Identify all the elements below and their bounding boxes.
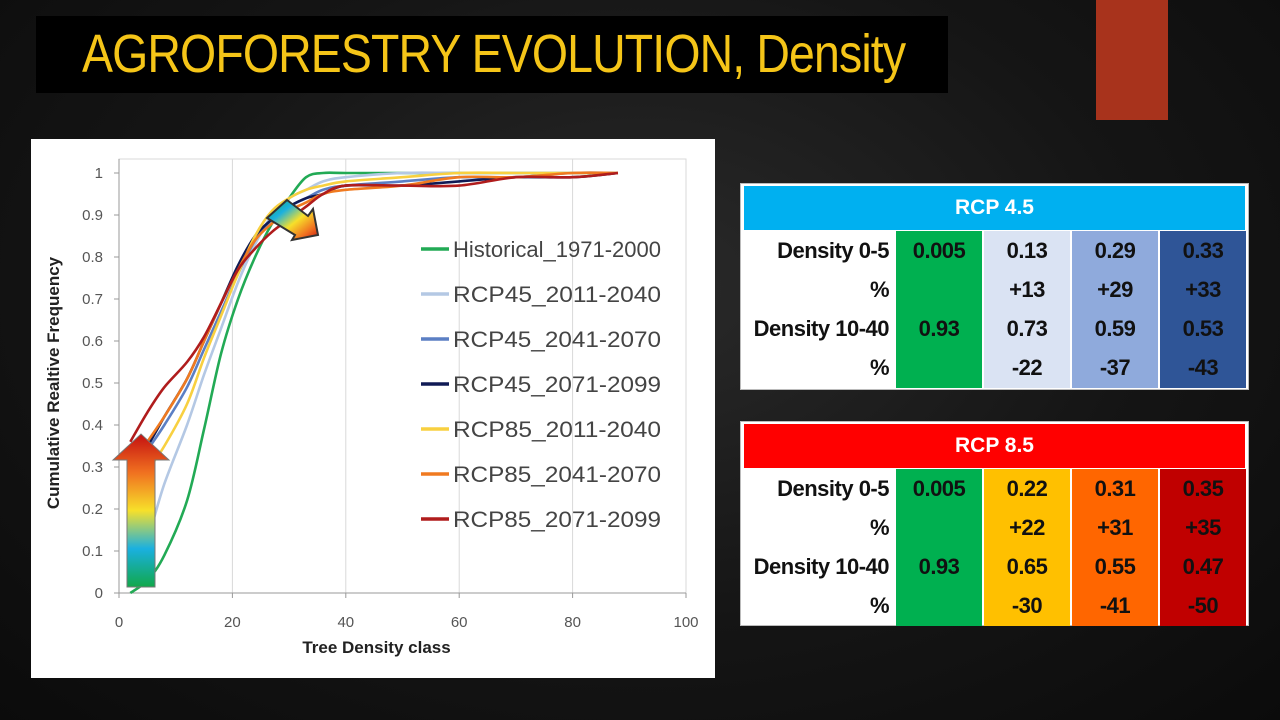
table-cell: 0.005 (912, 476, 966, 501)
table-cell: 0.55 (1094, 554, 1136, 579)
table-cell: 0.65 (1006, 554, 1048, 579)
rcp45-header: RCP 4.5 (744, 186, 1245, 230)
table-cell: -43 (1187, 355, 1219, 380)
row-label: % (869, 355, 890, 380)
table-cell: -37 (1099, 355, 1131, 380)
table-cell: 0.13 (1006, 238, 1048, 263)
row-label: Density 10-40 (753, 316, 890, 341)
table-cell: +33 (1185, 277, 1221, 302)
y-tick-label: 0.3 (82, 459, 103, 476)
row-label: Density 0-5 (777, 476, 889, 501)
y-tick-label: 0.2 (82, 501, 103, 518)
table-cell: 0.93 (918, 554, 960, 579)
rcp45-table: RCP 4.5 Density 0-5 0.005 0.13 0.29 0.33% +13… (740, 183, 1249, 390)
accent-block (1096, 0, 1168, 120)
y-axis-title: Cumulative Realtive Frequency (44, 256, 63, 509)
table-cell: +13 (1009, 277, 1045, 302)
cumulative-frequency-chart: 0 0.1 0.2 0.3 0.4 0.5 0.6 0.7 0.8 0.9 1 0 20 40 60 80 10… (44, 158, 699, 657)
legend-label: RCP45_2041-2070 (453, 327, 661, 352)
y-tick-label: 0.1 (82, 543, 103, 560)
value-column-bg (984, 231, 1070, 388)
y-tick-label: 0 (95, 585, 103, 602)
value-column-bg (1072, 469, 1158, 626)
rcp85-table: RCP 8.5 Density 0-5 0.005 0.22 0.31 0.35% +22… (740, 421, 1249, 626)
legend-label: RCP45_2071-2099 (453, 372, 661, 397)
table-cell: -22 (1011, 355, 1043, 380)
row-label: % (869, 515, 890, 540)
title-bar: AGROFORESTRY EVOLUTION, Density (36, 16, 948, 93)
table-cell: 0.35 (1182, 476, 1224, 501)
table-cell: 0.47 (1182, 554, 1224, 579)
diagonal-arrow-icon (265, 198, 320, 242)
x-tick-label: 80 (564, 614, 581, 631)
value-column-bg (1160, 469, 1246, 626)
value-column-bg (1072, 231, 1158, 388)
x-tick-label: 20 (224, 614, 241, 631)
value-column-bg (1160, 231, 1246, 388)
table-cell: 0.53 (1182, 316, 1224, 341)
table-cell: -30 (1011, 593, 1043, 618)
table-cell: 0.31 (1094, 476, 1136, 501)
x-tick-label: 0 (115, 614, 123, 631)
table-cell: +22 (1009, 515, 1045, 540)
table-cell: 0.93 (918, 316, 960, 341)
y-tick-label: 0.9 (82, 207, 103, 224)
legend-label: RCP85_2011-2040 (453, 417, 661, 442)
table-cell: 0.59 (1094, 316, 1136, 341)
y-tick-label: 0.8 (82, 249, 103, 266)
row-label: Density 0-5 (777, 238, 889, 263)
y-tick-label: 1 (95, 165, 103, 182)
legend-label: RCP85_2041-2070 (453, 462, 661, 487)
x-axis-title: Tree Density class (302, 638, 450, 657)
value-column-bg (896, 231, 982, 388)
row-label: Density 10-40 (753, 554, 890, 579)
table-cell: +31 (1097, 515, 1133, 540)
y-tick-label: 0.5 (82, 375, 103, 392)
chart-panel: 0 0.1 0.2 0.3 0.4 0.5 0.6 0.7 0.8 0.9 1 0 20 40 60 80 10… (31, 139, 715, 678)
slide-title: AGROFORESTRY EVOLUTION, Density (82, 24, 906, 84)
y-tick-label: 0.4 (82, 417, 103, 434)
x-tick-label: 60 (451, 614, 468, 631)
legend-label: RCP85_2071-2099 (453, 507, 661, 532)
table-cell: -41 (1099, 593, 1131, 618)
table-cell (896, 348, 982, 387)
row-label: % (869, 593, 890, 618)
table-cell: 0.73 (1006, 316, 1048, 341)
series-line-rcp85-2071-2099 (129, 171, 619, 443)
table-cell: +35 (1185, 515, 1221, 540)
x-tick-label: 100 (673, 614, 698, 631)
table-cell: 0.22 (1006, 476, 1048, 501)
table-cell: 0.33 (1182, 238, 1224, 263)
table-cell: +29 (1097, 277, 1133, 302)
table-cell: -50 (1187, 593, 1219, 618)
y-tick-label: 0.6 (82, 333, 103, 350)
series-line-rcp85-2011-2040 (129, 171, 618, 502)
table-cell (896, 270, 982, 309)
table-cell (896, 586, 982, 625)
legend-label: Historical_1971-2000 (453, 237, 661, 262)
value-column-bg (896, 469, 982, 626)
row-label: % (869, 277, 890, 302)
table-cell: 0.005 (912, 238, 966, 263)
x-tick-label: 40 (337, 614, 354, 631)
table-cell: 0.29 (1094, 238, 1136, 263)
up-arrow-icon (111, 433, 171, 588)
value-column-bg (984, 469, 1070, 626)
table-cell (896, 508, 982, 547)
rcp85-header: RCP 8.5 (744, 424, 1245, 468)
legend-label: RCP45_2011-2040 (453, 282, 661, 307)
y-tick-label: 0.7 (82, 291, 103, 308)
